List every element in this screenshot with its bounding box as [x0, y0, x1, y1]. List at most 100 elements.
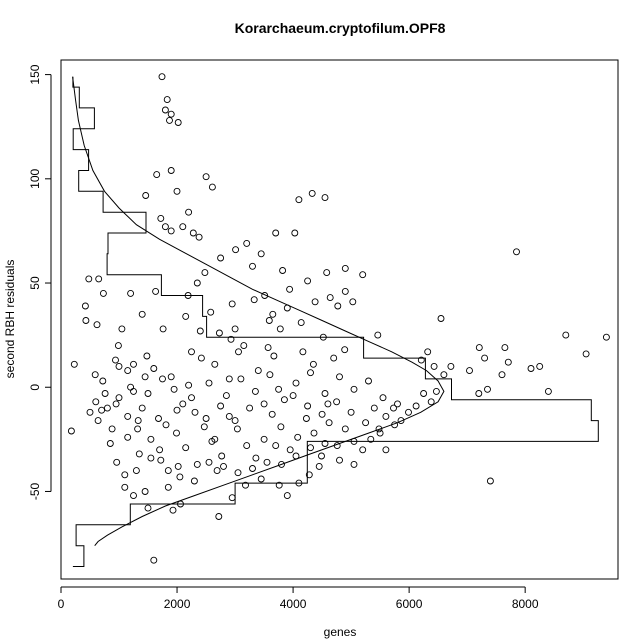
- data-point: [207, 308, 215, 316]
- data-point: [124, 433, 132, 441]
- data-point: [321, 194, 329, 202]
- data-point: [359, 271, 367, 279]
- data-point: [191, 408, 199, 416]
- data-point: [188, 348, 195, 356]
- data-point: [127, 383, 135, 391]
- data-point: [447, 362, 455, 370]
- data-point: [275, 481, 283, 489]
- data-point: [231, 325, 239, 333]
- data-point: [220, 462, 227, 470]
- data-point: [334, 302, 342, 310]
- data-point: [260, 435, 268, 443]
- data-point: [304, 277, 312, 285]
- data-point: [189, 229, 197, 237]
- data-point: [101, 390, 109, 397]
- data-point: [152, 287, 160, 295]
- data-point: [307, 369, 314, 377]
- histogram-layer: [72, 76, 599, 567]
- data-point: [202, 173, 210, 181]
- data-point: [292, 452, 300, 460]
- data-point: [142, 192, 150, 199]
- data-point: [263, 458, 271, 466]
- data-point: [319, 333, 327, 341]
- data-point: [242, 481, 249, 489]
- data-point: [272, 229, 280, 237]
- data-point: [115, 394, 123, 402]
- data-point: [427, 398, 435, 406]
- x-tick-label: 4000: [280, 597, 307, 611]
- data-point: [85, 275, 93, 283]
- data-point: [341, 264, 349, 272]
- data-point: [193, 460, 201, 468]
- data-point: [213, 467, 221, 475]
- data-point: [99, 377, 107, 385]
- data-point: [264, 344, 272, 352]
- data-point: [164, 483, 172, 491]
- data-point: [270, 352, 278, 360]
- data-point: [279, 267, 287, 274]
- data-point: [159, 325, 167, 333]
- data-point: [374, 331, 382, 339]
- data-point: [501, 344, 509, 352]
- data-point: [167, 110, 175, 118]
- data-point: [169, 506, 177, 514]
- data-point: [177, 500, 184, 508]
- chart-title: Korarchaeum.cryptofilum.OPF8: [235, 20, 446, 36]
- data-point: [268, 410, 276, 418]
- data-point: [174, 462, 182, 470]
- data-point: [134, 417, 142, 425]
- data-point: [432, 387, 440, 395]
- data-point: [173, 429, 180, 437]
- data-point: [163, 96, 171, 104]
- data-point: [144, 390, 152, 397]
- x-tick-label: 0: [58, 597, 65, 611]
- data-point: [179, 223, 187, 231]
- data-point: [144, 504, 152, 512]
- data-point: [330, 354, 338, 362]
- data-point: [562, 331, 570, 339]
- data-point: [250, 296, 258, 304]
- data-point: [143, 352, 151, 360]
- x-tick-label: 6000: [396, 597, 423, 611]
- data-point: [211, 360, 219, 368]
- data-point: [412, 402, 420, 410]
- data-point: [153, 171, 161, 179]
- data-point: [200, 423, 208, 431]
- data-point: [197, 354, 205, 362]
- histogram-outline: [72, 76, 599, 567]
- data-point: [324, 400, 332, 408]
- data-point: [481, 354, 489, 362]
- data-point: [504, 358, 512, 366]
- data-point: [420, 390, 428, 397]
- data-point: [157, 456, 165, 464]
- y-axis: -50 0 50 100 150: [28, 64, 52, 500]
- data-point: [217, 254, 225, 262]
- data-point: [325, 419, 333, 427]
- plot-border: [60, 59, 619, 580]
- data-point: [305, 471, 313, 479]
- data-point: [417, 356, 425, 364]
- data-point: [103, 404, 111, 412]
- x-axis: 0 2000 4000 6000 8000: [58, 586, 539, 611]
- data-point: [341, 425, 349, 433]
- data-point: [231, 417, 239, 425]
- data-point: [349, 298, 357, 306]
- data-point: [405, 408, 412, 416]
- data-point: [190, 477, 198, 485]
- data-point: [130, 492, 137, 500]
- data-point: [336, 456, 343, 464]
- data-point: [379, 394, 387, 402]
- y-tick-label: 50: [28, 276, 42, 290]
- data-point: [341, 287, 349, 295]
- data-point: [184, 292, 192, 299]
- data-point: [93, 321, 101, 329]
- data-point: [174, 119, 182, 126]
- data-point: [141, 488, 149, 495]
- data-point: [260, 400, 268, 408]
- data-point: [121, 483, 129, 491]
- data-point: [237, 375, 245, 383]
- data-point: [333, 442, 341, 450]
- data-point: [276, 325, 284, 333]
- y-axis-label: second RBH residuals: [3, 260, 17, 379]
